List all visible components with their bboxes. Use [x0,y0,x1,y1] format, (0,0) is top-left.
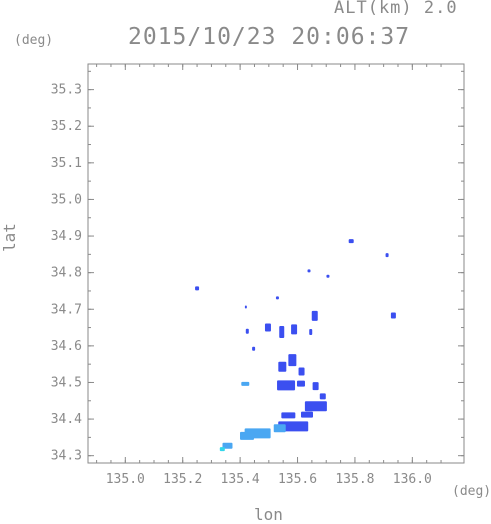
y-tick-label: 34.7 [51,302,82,317]
echo-cell [264,323,271,332]
echo-cell [219,447,225,452]
echo-cell [240,431,255,440]
echo-cell [307,269,311,273]
echo-cell [281,412,296,419]
lat-unit-label: (deg) [14,33,54,48]
echo-cell [385,253,389,258]
echo-cell [288,354,297,367]
altitude-label: ALT(km) 2.0 [334,0,458,18]
x-tick-label: 135.8 [335,472,374,487]
echo-cell [312,382,319,391]
y-tick-label: 34.5 [51,375,82,390]
y-tick-label: 35.3 [51,83,82,98]
echo-cell [300,411,313,418]
x-tick-label: 136.0 [393,472,432,487]
x-tick-label: 135.0 [106,472,145,487]
echo-cell [275,296,279,300]
y-tick-label: 35.0 [51,192,82,207]
echo-cell [244,305,247,309]
echo-cell [245,328,249,334]
x-axis-label: lon [254,505,283,524]
echo-cell [298,367,305,376]
y-tick-label: 34.6 [51,339,82,354]
echo-cell [296,380,305,387]
plot-frame [87,63,465,464]
echo-cell [222,442,233,449]
echo-cell [278,361,287,372]
precipitation-echoes [195,239,396,452]
echo-cell [311,310,318,321]
y-tick-label: 35.2 [51,119,82,134]
echo-cell [390,312,396,319]
echo-cell [273,424,286,433]
echo-cell [252,346,256,351]
echo-cell [195,286,200,291]
echo-cell [304,401,327,412]
echo-cell [241,381,250,386]
axis-ticks: 135.0 135.2 135.4 135.6 135.8 136.0 34.3 34.4 34… [51,64,464,487]
echo-cell [277,380,296,391]
y-tick-label: 34.9 [51,229,82,244]
x-tick-label: 135.4 [221,472,260,487]
echo-cell [319,393,326,400]
echo-cell [309,328,313,335]
y-tick-label: 34.4 [51,412,82,427]
echo-cell [348,239,354,244]
y-tick-label: 34.3 [51,449,82,464]
echo-cell [291,324,298,335]
echo-cell [279,325,285,338]
x-tick-label: 135.6 [278,472,317,487]
timestamp-title: 2015/10/23 20:06:37 [128,24,411,50]
lon-unit-label: (deg) [452,484,491,499]
y-tick-label: 34.8 [51,266,82,281]
x-tick-label: 135.2 [163,472,202,487]
echo-cell [326,274,330,278]
y-tick-label: 35.1 [51,156,82,171]
